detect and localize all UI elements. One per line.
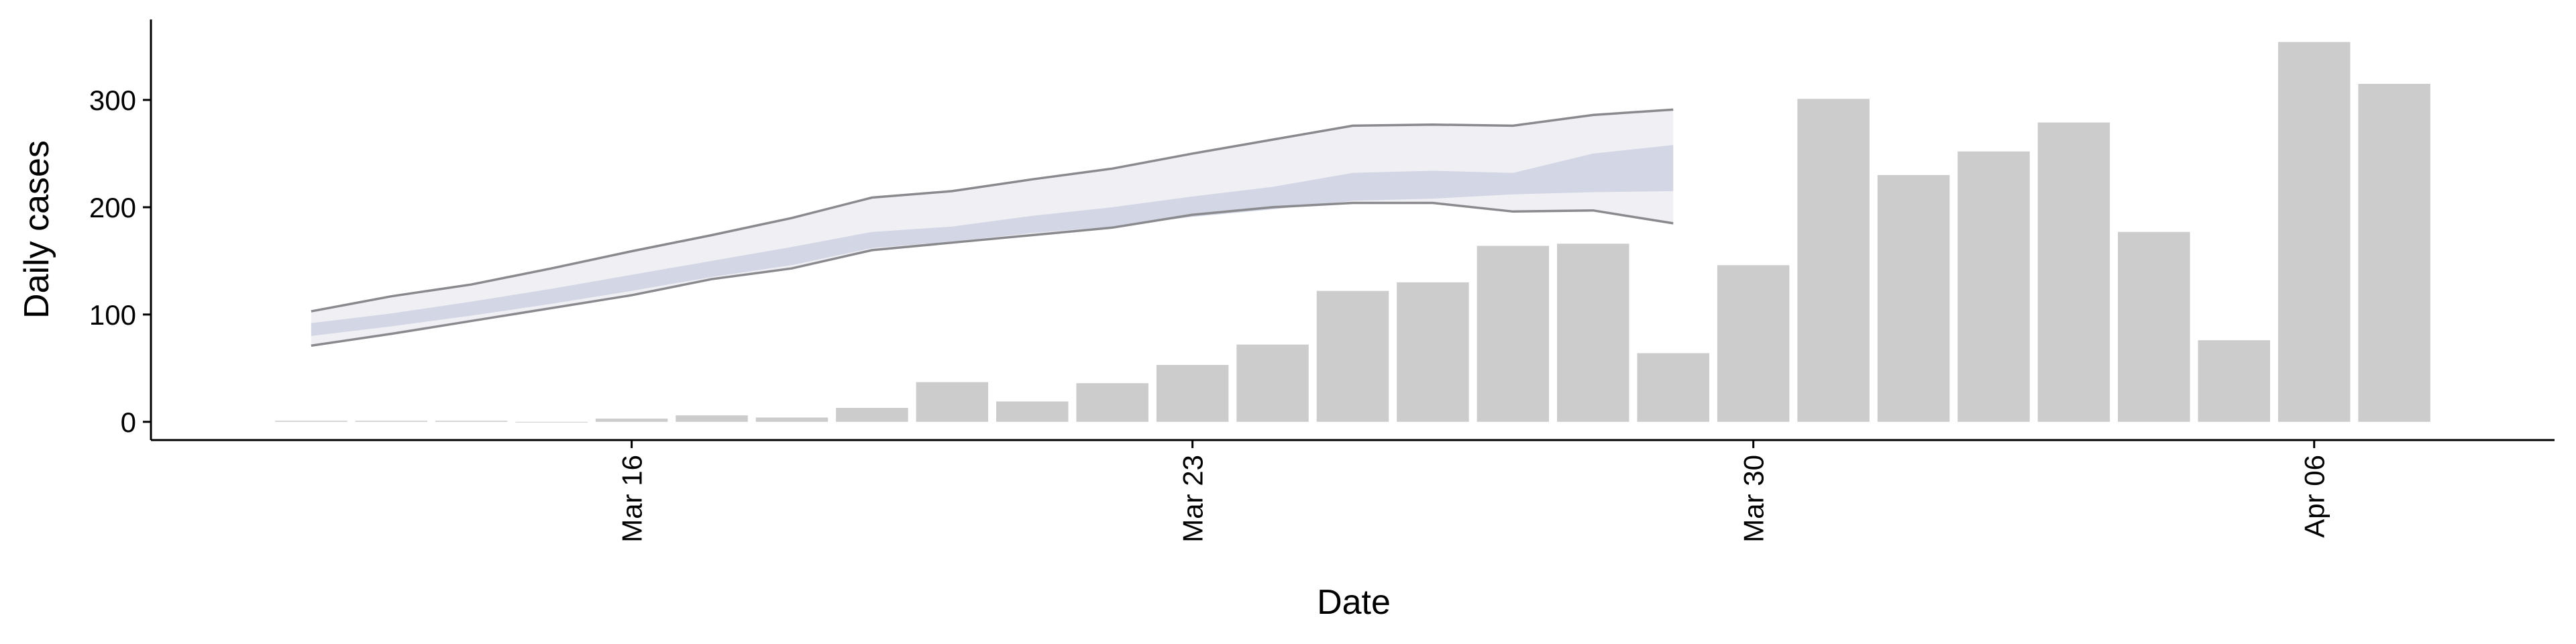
y-axis-title: Daily cases (17, 140, 56, 319)
bar (676, 415, 748, 422)
y-tick-label: 200 (89, 192, 136, 223)
bar (2358, 83, 2430, 422)
y-tick-label: 100 (89, 299, 136, 331)
bar (1477, 246, 1550, 422)
bar (836, 408, 908, 422)
bar (996, 401, 1069, 422)
bar (435, 421, 508, 422)
bar (755, 417, 828, 422)
bar (1076, 383, 1148, 422)
bar (2037, 122, 2110, 422)
bar (2118, 231, 2190, 422)
x-axis-title: Date (1317, 583, 1391, 622)
bar (1637, 353, 1709, 422)
bar (355, 421, 428, 422)
bar (2277, 42, 2351, 422)
x-tick-label: Mar 30 (1738, 455, 1770, 543)
bar (515, 421, 588, 423)
interval-line (311, 201, 1674, 347)
bar (1957, 151, 2030, 422)
bar (916, 382, 989, 422)
inner-interval (311, 145, 1674, 336)
y-tick-label: 0 (121, 407, 136, 438)
interval-line (311, 108, 1674, 313)
bar (1797, 99, 1870, 422)
bar (275, 421, 347, 422)
bar (1877, 174, 1950, 422)
y-tick-label: 300 (89, 85, 136, 116)
bar (1156, 365, 1229, 422)
bar (1557, 244, 1629, 422)
bar (2198, 340, 2271, 422)
bar (1397, 282, 1469, 422)
x-tick-label: Apr 06 (2299, 455, 2330, 538)
x-tick-label: Mar 23 (1177, 455, 1209, 543)
bar (1717, 265, 1790, 422)
bar (1236, 344, 1309, 422)
bar (595, 419, 668, 422)
x-tick-label: Mar 16 (616, 455, 648, 543)
bar (1316, 290, 1389, 422)
